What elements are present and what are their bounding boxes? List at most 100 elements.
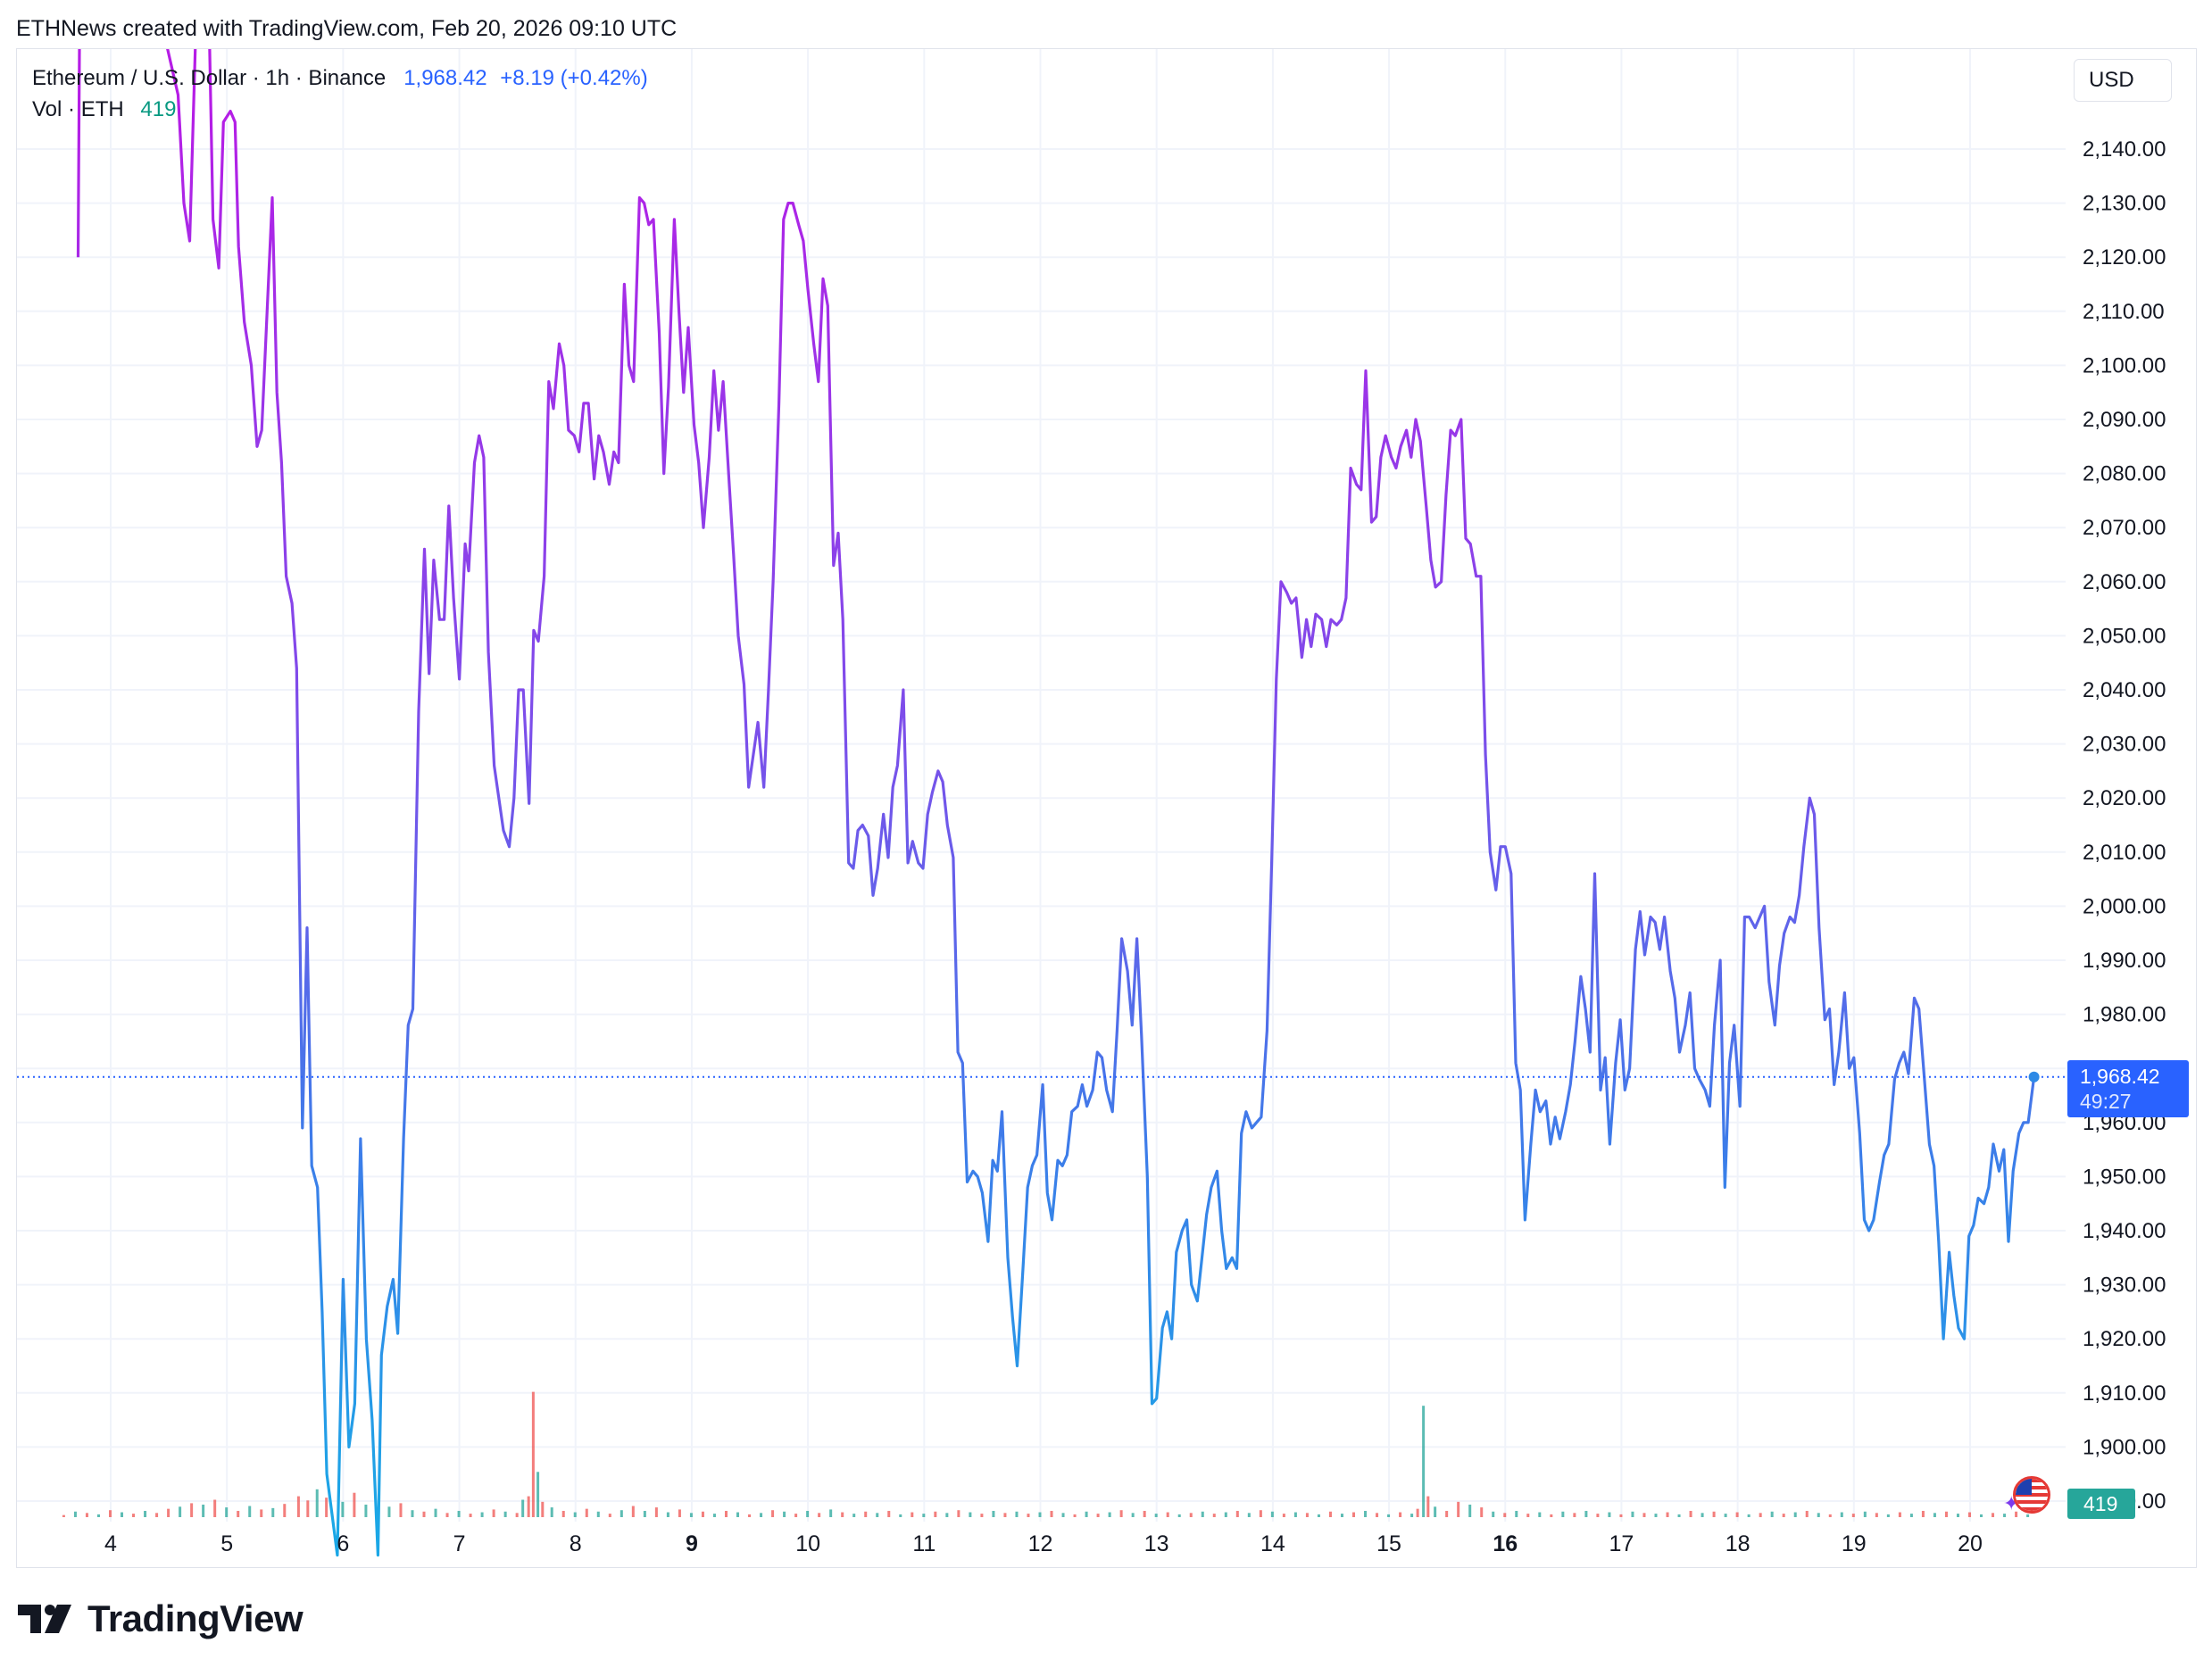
- y-tick-label: 2,020.00: [2083, 786, 2166, 810]
- volume-bar: [457, 1510, 461, 1517]
- volume-bar: [1085, 1511, 1088, 1517]
- volume-bar: [121, 1512, 124, 1517]
- volume-bar: [2015, 1511, 2018, 1517]
- price-change: +8.19 (+0.42%): [500, 66, 648, 90]
- volume-bar: [969, 1512, 972, 1517]
- currency-button[interactable]: USD: [2074, 59, 2172, 102]
- y-tick-label: 1,990.00: [2083, 949, 2166, 973]
- chart-frame: [16, 48, 2197, 1568]
- volume-bar: [1538, 1512, 1542, 1517]
- volume-bar: [760, 1513, 763, 1517]
- volume-bar: [876, 1513, 879, 1517]
- volume-bar: [1317, 1514, 1320, 1517]
- volume-bar: [1492, 1511, 1495, 1517]
- volume-bar: [1956, 1514, 1959, 1517]
- volume-bar: [596, 1511, 600, 1517]
- volume-bar: [1782, 1514, 1785, 1517]
- volume-bar: [561, 1510, 565, 1517]
- volume-bar: [167, 1508, 170, 1517]
- volume-bar: [1387, 1514, 1391, 1517]
- volume-bar: [1224, 1512, 1227, 1517]
- volume-bar: [1212, 1514, 1216, 1517]
- volume-bar: [521, 1499, 525, 1517]
- y-tick-label: 2,100.00: [2083, 353, 2166, 378]
- volume-bar: [585, 1508, 588, 1517]
- volume-bar: [306, 1500, 310, 1517]
- volume-bar: [1468, 1504, 1472, 1517]
- volume-bar: [155, 1513, 159, 1517]
- volume-bar: [248, 1506, 252, 1517]
- volume-bar: [515, 1513, 519, 1517]
- x-tick-label: 7: [453, 1531, 466, 1556]
- volume-tag: 419: [2067, 1489, 2135, 1519]
- x-tick-label: 10: [795, 1531, 820, 1556]
- volume-bar: [783, 1511, 786, 1517]
- volume-bar: [643, 1510, 646, 1517]
- volume-bar: [1503, 1513, 1507, 1517]
- volume-bar: [144, 1510, 147, 1517]
- bar-countdown: 49:27: [2080, 1090, 2132, 1113]
- volume-bar: [179, 1506, 182, 1517]
- y-tick-label: 2,000.00: [2083, 894, 2166, 918]
- volume-bar: [315, 1489, 319, 1517]
- volume-bar: [1619, 1514, 1623, 1517]
- volume-bar: [1003, 1513, 1007, 1517]
- volume-bar: [325, 1498, 328, 1517]
- volume-bar: [992, 1510, 995, 1517]
- volume-bar: [654, 1507, 658, 1517]
- volume-bar: [1631, 1511, 1634, 1517]
- volume-bar: [1061, 1513, 1065, 1517]
- volume-bar: [1642, 1513, 1646, 1517]
- volume-bar: [1352, 1512, 1356, 1517]
- volume-bar: [1909, 1514, 1913, 1517]
- volume-bar: [1201, 1511, 1204, 1517]
- x-tick-label: 6: [337, 1531, 349, 1556]
- y-tick-label: 1,930.00: [2083, 1274, 2166, 1298]
- volume-legend: Vol · ETH 419: [32, 97, 176, 122]
- volume-bar: [434, 1508, 437, 1517]
- volume-bar: [1573, 1513, 1576, 1517]
- volume-bar: [1050, 1510, 1053, 1517]
- time-axis[interactable]: 4 5 6 7 8 9 10 11 12 13 14 15 16 17 18 19 20: [104, 1531, 1983, 1556]
- volume-bar: [631, 1506, 635, 1517]
- last-price: 1,968.42: [403, 66, 487, 90]
- volume-bar: [980, 1514, 984, 1517]
- volume-bar: [1817, 1513, 1820, 1517]
- volume-bar: [864, 1511, 868, 1517]
- y-tick-label: 2,120.00: [2083, 245, 2166, 270]
- volume-bar: [422, 1511, 426, 1517]
- volume-bar: [1515, 1510, 1518, 1517]
- volume-bar: [1980, 1514, 1983, 1517]
- price-line: [76, 49, 2036, 1557]
- us-flag-icon[interactable]: [2013, 1476, 2050, 1514]
- volume-bar: [1305, 1513, 1309, 1517]
- price-axis[interactable]: 2,140.00 2,130.00 2,120.00 2,110.00 2,100.00…: [2083, 137, 2166, 1514]
- volume-bar: [1793, 1512, 1797, 1517]
- volume-bar: [1724, 1514, 1727, 1517]
- volume-bar: [1712, 1511, 1716, 1517]
- volume-bar: [237, 1510, 240, 1517]
- volume-bar: [1747, 1514, 1750, 1517]
- volume-bar: [341, 1501, 345, 1517]
- volume-bar: [1422, 1406, 1426, 1517]
- y-tick-label: 1,980.00: [2083, 1003, 2166, 1027]
- volume-bar: [1015, 1511, 1019, 1517]
- brand-logo[interactable]: TradingView: [18, 1597, 304, 1640]
- y-tick-label: 2,070.00: [2083, 516, 2166, 540]
- volume-bar: [1480, 1507, 1484, 1517]
- volume-bar: [399, 1503, 403, 1517]
- brand-name: TradingView: [87, 1597, 304, 1639]
- volume-bar: [911, 1512, 914, 1517]
- volume-bar: [283, 1504, 287, 1517]
- y-tick-label: 2,060.00: [2083, 570, 2166, 594]
- current-price-value: 1,968.42: [2080, 1065, 2160, 1088]
- volume-bar: [387, 1506, 391, 1517]
- volume-bar: [132, 1514, 136, 1517]
- y-tick-label: 2,040.00: [2083, 678, 2166, 702]
- x-tick-label: 13: [1144, 1531, 1169, 1556]
- volume-bar: [666, 1512, 669, 1517]
- volume-bar: [202, 1504, 205, 1517]
- volume-bar: [1293, 1512, 1297, 1517]
- volume-bar: [852, 1514, 856, 1517]
